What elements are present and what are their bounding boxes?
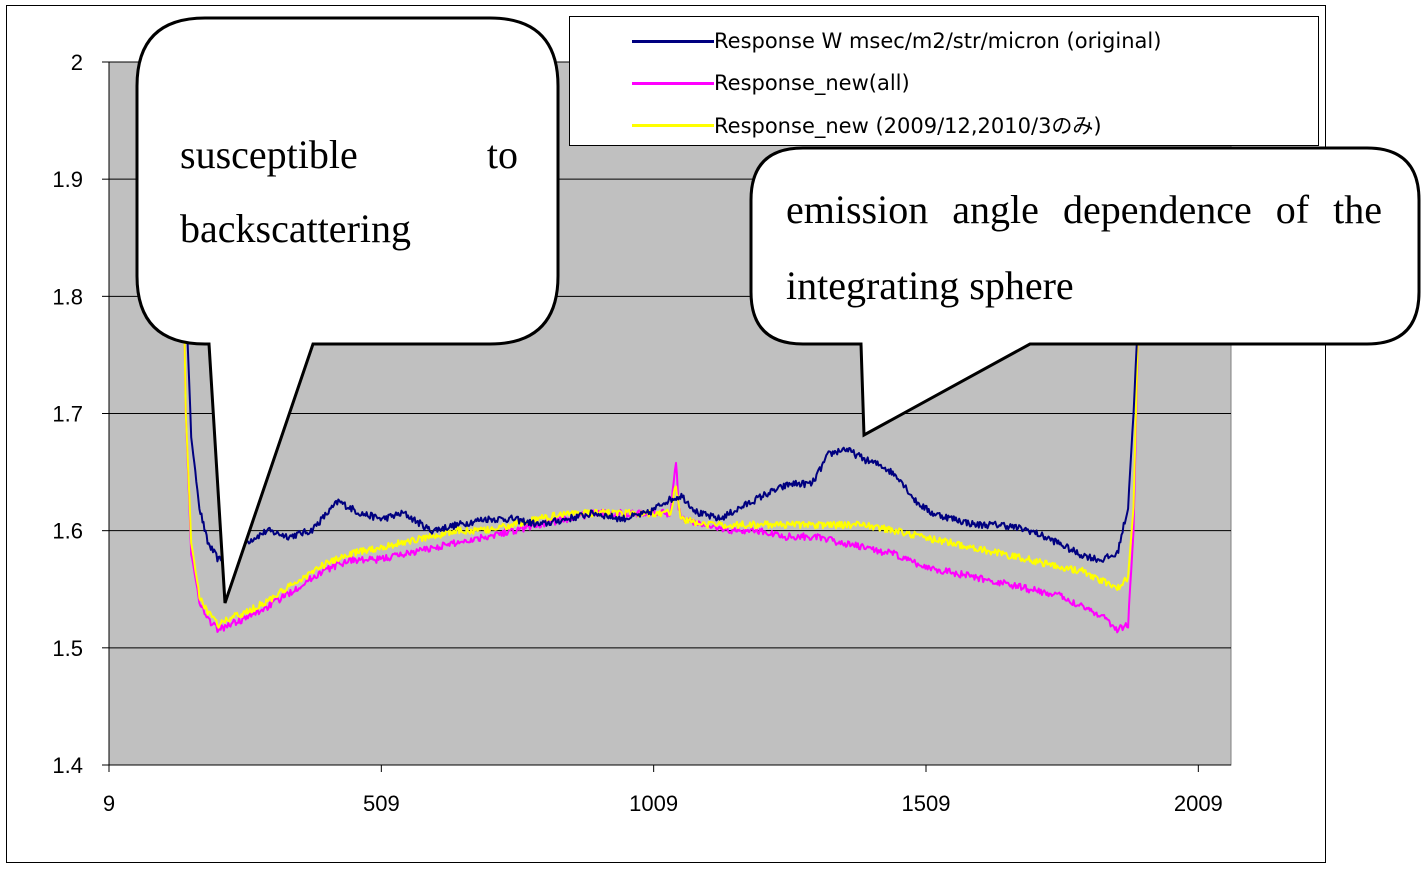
callout-emission-text: emission angle dependence of the integra… [786,187,1382,308]
legend-item-original: Response W msec/m2/str/micron (original) [632,26,1161,56]
callout-emission-bubble [749,146,1421,438]
legend-label-new-all: Response_new(all) [714,71,910,95]
x-tick-label: 1009 [629,791,678,816]
legend-item-new-all: Response_new(all) [632,68,910,98]
legend-swatch-new-subset [632,123,714,127]
legend-item-new-subset: Response_new (2009/12,2010/3のみ) [632,110,1102,140]
series-line-2 [179,86,1140,629]
y-tick-label: 1.9 [52,167,83,192]
x-tick-label: 2009 [1174,791,1223,816]
x-tick-label: 509 [363,791,400,816]
y-tick-label: 1.4 [52,753,83,778]
y-axis: 1.4 1.5 1.6 1.7 1.8 1.9 2 [52,50,110,778]
x-tick-label: 1509 [902,791,951,816]
callout-emission [749,146,1421,438]
x-tick-label: 9 [103,791,115,816]
series-lines [179,86,1140,634]
legend-swatch-original [632,39,714,43]
x-axis: 9 509 1009 1509 2009 [103,764,1231,816]
callout-backscatter-text: susceptible to backscattering [180,132,518,251]
callout-backscatter [135,16,560,604]
callout-backscatter-bubble [135,16,560,604]
legend-label-original: Response W msec/m2/str/micron (original) [714,29,1162,53]
legend-label-new-subset: Response_new (2009/12,2010/3のみ) [714,114,1102,138]
y-tick-label: 1.8 [52,284,83,309]
y-tick-label: 1.6 [52,519,83,544]
y-tick-label: 1.5 [52,636,83,661]
y-tick-label: 2 [71,50,83,75]
legend: Response W msec/m2/str/micron (original)… [569,16,1319,146]
series-line-0 [179,86,1140,563]
legend-swatch-new-all [632,81,714,85]
y-tick-label: 1.7 [52,402,83,427]
